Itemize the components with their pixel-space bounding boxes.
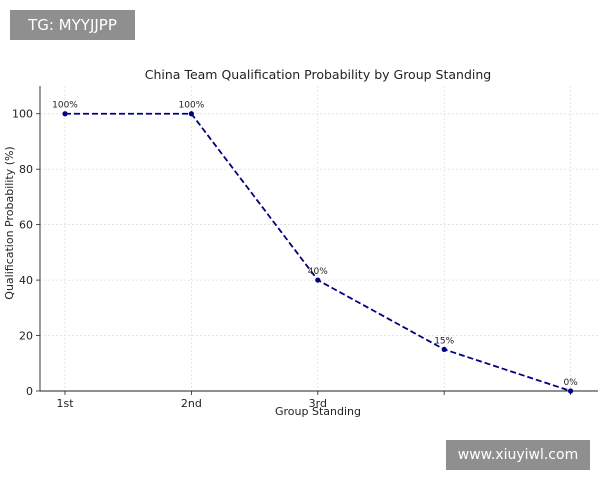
data-label: 40% xyxy=(308,267,328,277)
x-tick-label: 1st xyxy=(56,397,74,410)
y-tick-label: 20 xyxy=(19,330,33,343)
data-point xyxy=(441,346,447,353)
y-ticks: 0 20 40 60 80 100 xyxy=(12,108,40,398)
y-tick-label: 80 xyxy=(19,163,33,176)
data-label: 15% xyxy=(434,336,454,346)
data-label: 100% xyxy=(52,101,78,111)
data-point xyxy=(568,388,574,394)
chart-title: China Team Qualification Probability by … xyxy=(145,67,491,82)
data-label: 0% xyxy=(563,378,578,388)
x-ticks: 1st 2nd 3rd xyxy=(56,391,571,410)
y-tick-label: 40 xyxy=(19,274,33,287)
watermark-badge-bottom: www.xiuyiwl.com xyxy=(446,440,590,470)
x-tick-label: 2nd xyxy=(181,397,202,410)
x-tick-label: 3rd xyxy=(309,397,327,410)
axes xyxy=(39,86,598,392)
y-tick-label: 0 xyxy=(26,385,33,398)
y-axis-label: Qualification Probability (%) xyxy=(3,146,16,299)
data-point xyxy=(188,111,194,117)
series: 100% 100% 40% 15% 0% xyxy=(52,101,578,394)
data-point xyxy=(315,277,321,283)
grid xyxy=(40,86,598,392)
x-axis-label: Group Standing xyxy=(275,405,361,418)
y-tick-label: 100 xyxy=(12,108,33,121)
y-tick-label: 60 xyxy=(19,219,33,232)
watermark-badge-top: TG: MYYJJPP xyxy=(10,10,135,40)
data-point xyxy=(62,111,68,117)
data-label: 100% xyxy=(179,101,205,111)
